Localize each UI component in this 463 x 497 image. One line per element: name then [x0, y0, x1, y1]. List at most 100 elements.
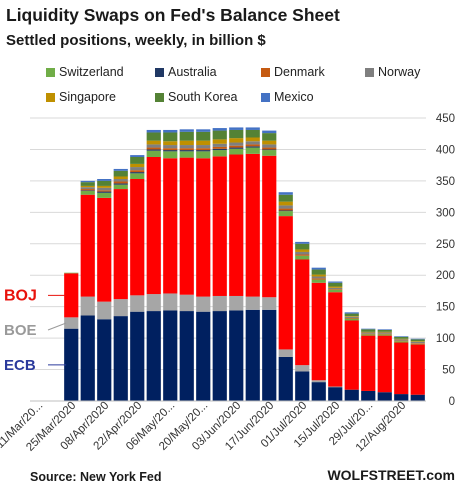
- bar-segment-ecb: [262, 309, 277, 401]
- bar-segment-switzerland: [196, 151, 211, 159]
- chart-title: Liquidity Swaps on Fed's Balance Sheet: [6, 5, 340, 25]
- bar-segment-south-korea: [163, 132, 178, 142]
- bar-segment-south-korea: [328, 282, 343, 287]
- bar-segment-boe: [80, 296, 95, 316]
- bar-segment-switzerland: [245, 147, 260, 154]
- bar-segment-ecb: [394, 394, 409, 401]
- bar-segment-denmark: [361, 333, 376, 335]
- bar-segment-singapore: [328, 286, 343, 288]
- legend-item-singapore: Singapore: [46, 90, 116, 104]
- bar-segment-mexico: [229, 127, 244, 130]
- bar-segment-denmark: [278, 208, 293, 211]
- annotation-boe: BOE: [4, 322, 37, 339]
- bar-segment-mexico: [394, 336, 409, 337]
- bar-segment-australia: [130, 172, 145, 174]
- bar-segment-switzerland: [80, 190, 95, 195]
- bar-segment-south-korea: [311, 269, 326, 275]
- bar-segment-boj: [262, 155, 277, 298]
- bar-segment-ecb: [278, 356, 293, 401]
- annotation-ecb: ECB: [4, 357, 36, 374]
- bar-segment-australia: [229, 147, 244, 149]
- bar-segment-singapore: [245, 137, 260, 142]
- bar-segment-denmark: [262, 147, 277, 150]
- y-tick-label: 450: [436, 113, 455, 125]
- bar-segment-australia: [179, 150, 194, 152]
- bar-segment-south-korea: [97, 180, 112, 186]
- brand-label: WOLFSTREET.com: [327, 467, 455, 483]
- y-tick-label: 250: [436, 239, 455, 251]
- bar-segment-boj: [394, 342, 409, 395]
- bar-segment-south-korea: [361, 329, 376, 332]
- bar-segment-singapore: [179, 140, 194, 146]
- bar-segment-singapore: [311, 274, 326, 277]
- bar-segment-ecb: [179, 311, 194, 401]
- bar-segment-boe: [245, 296, 260, 310]
- bar-segment-boj: [113, 189, 128, 300]
- bar-segment-singapore: [410, 341, 425, 342]
- y-tick-label: 50: [442, 365, 455, 377]
- bar-segment-norway: [163, 145, 178, 149]
- bar-segment-singapore: [361, 331, 376, 333]
- legend-item-norway: Norway: [365, 65, 420, 79]
- bar-segment-singapore: [278, 201, 293, 206]
- bar-segment-switzerland: [410, 343, 425, 345]
- chart-subtitle: Settled positions, weekly, in billion $: [6, 32, 266, 49]
- bar-segment-switzerland: [130, 173, 145, 180]
- y-tick-label: 350: [436, 176, 455, 188]
- legend-label: Switzerland: [59, 65, 124, 79]
- legend-label: Norway: [378, 65, 421, 79]
- bar-segment-ecb: [113, 316, 128, 401]
- bar-segment-mexico: [245, 127, 260, 130]
- bar-segment-denmark: [113, 181, 128, 184]
- bar-segment-norway: [328, 287, 343, 290]
- bar-segment-singapore: [113, 176, 128, 180]
- bar-segment-singapore: [262, 140, 277, 145]
- bar-segment-mexico: [377, 329, 392, 330]
- y-tick-label: 300: [436, 207, 455, 219]
- bar-segment-mexico: [295, 241, 310, 244]
- bar-segment-boj: [97, 197, 112, 302]
- bar-segment-norway: [361, 332, 376, 334]
- bar-segment-norway: [377, 332, 392, 334]
- bar-segment-south-korea: [262, 133, 277, 141]
- bar-segment-south-korea: [278, 194, 293, 202]
- bar-segment-norway: [212, 143, 227, 147]
- bar-segment-boj: [163, 158, 178, 294]
- y-tick-label: 100: [436, 333, 455, 345]
- annotation-leader-boe: [47, 322, 67, 331]
- bar-segment-australia: [245, 146, 260, 148]
- bar-segment-norway: [278, 205, 293, 209]
- bar-segment-boe: [196, 296, 211, 312]
- legend-label: Mexico: [274, 90, 314, 104]
- source-note: Source: New York Fed: [30, 470, 162, 484]
- bar-segment-boe: [179, 294, 194, 312]
- bar-segment-boj: [229, 154, 244, 296]
- legend-item-denmark: Denmark: [261, 65, 325, 79]
- bar-segment-ecb: [80, 315, 95, 401]
- bar-segment-denmark: [377, 333, 392, 335]
- bar-segment-denmark: [97, 190, 112, 192]
- bar-segment-norway: [295, 251, 310, 255]
- bar-segment-denmark: [229, 145, 244, 148]
- bar-segment-south-korea: [229, 129, 244, 139]
- bar-segment-singapore: [163, 141, 178, 146]
- bar-segment-denmark: [344, 317, 359, 319]
- bar-segment-mexico: [311, 267, 326, 270]
- bar-segment-ecb: [344, 389, 359, 401]
- bar-segment-norway: [344, 316, 359, 318]
- y-tick-label: 150: [436, 302, 455, 314]
- bar-segment-mexico: [113, 168, 128, 171]
- bar-segment-south-korea: [377, 329, 392, 332]
- legend-label: South Korea: [168, 90, 238, 104]
- bar-segment-south-korea: [196, 131, 211, 141]
- bar-segment-singapore: [212, 139, 227, 144]
- bar-segment-boe: [328, 386, 343, 388]
- bar-segment-boj: [64, 273, 79, 318]
- bar-segment-switzerland: [377, 334, 392, 336]
- bar-segment-singapore: [377, 331, 392, 333]
- legend-swatch: [365, 67, 374, 77]
- legend-swatch: [46, 67, 55, 77]
- bar-segment-ecb: [295, 371, 310, 401]
- bar-segment-south-korea: [179, 131, 194, 141]
- bar-segment-norway: [311, 276, 326, 279]
